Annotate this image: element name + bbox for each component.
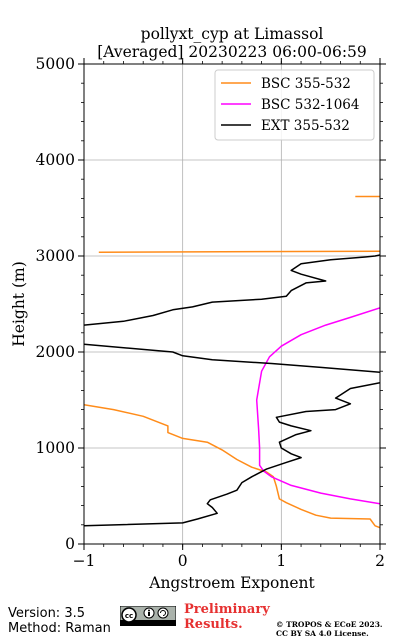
series-line-2 [84,343,380,373]
y-tick-label: 5000 [36,55,75,73]
method-text: Method: Raman [8,621,111,636]
series-line-0 [98,250,380,253]
y-tick-label: 4000 [36,151,75,169]
series-line-2 [84,254,380,326]
legend-box [214,69,375,141]
legend-label: BSC 532-1064 [261,97,359,113]
series-line-2 [84,381,380,527]
y-tick-label: 2000 [36,343,75,361]
y-tick-label: 0 [65,535,75,553]
copyright-text: © TROPOS & ECoE 2023. [276,620,383,629]
plot-frame [83,63,381,545]
chart-title: pollyxt_cyp at Limassol [141,25,324,43]
x-axis-label: Angstroem Exponent [148,574,315,592]
preliminary-label: Preliminary [184,602,270,617]
y-tick-label: 3000 [36,247,75,265]
x-tick-label: 2 [375,552,385,570]
version-text: Version: 3.5 [8,606,85,621]
results-label: Results. [184,617,243,632]
y-axis-label: Height (m) [10,261,28,347]
chart-subtitle: [Averaged] 20230223 06:00-06:59 [97,43,367,61]
svg-text:cc: cc [125,612,133,620]
series-line-0 [84,404,380,529]
cc-by-sa-badge-icon: cc [120,606,176,626]
series-line-1 [255,307,380,505]
x-tick-label: −1 [73,552,96,570]
legend: BSC 355-532 BSC 532-1064 EXT 355-532 [214,69,375,141]
x-tick-label: 0 [178,552,188,570]
legend-label: EXT 355-532 [261,118,350,134]
legend-label: BSC 355-532 [261,76,351,92]
x-tick-label: 1 [276,552,286,570]
series-layer [84,195,380,529]
y-tick-label: 1000 [36,439,75,457]
license-text: CC BY SA 4.0 License. [276,629,369,638]
